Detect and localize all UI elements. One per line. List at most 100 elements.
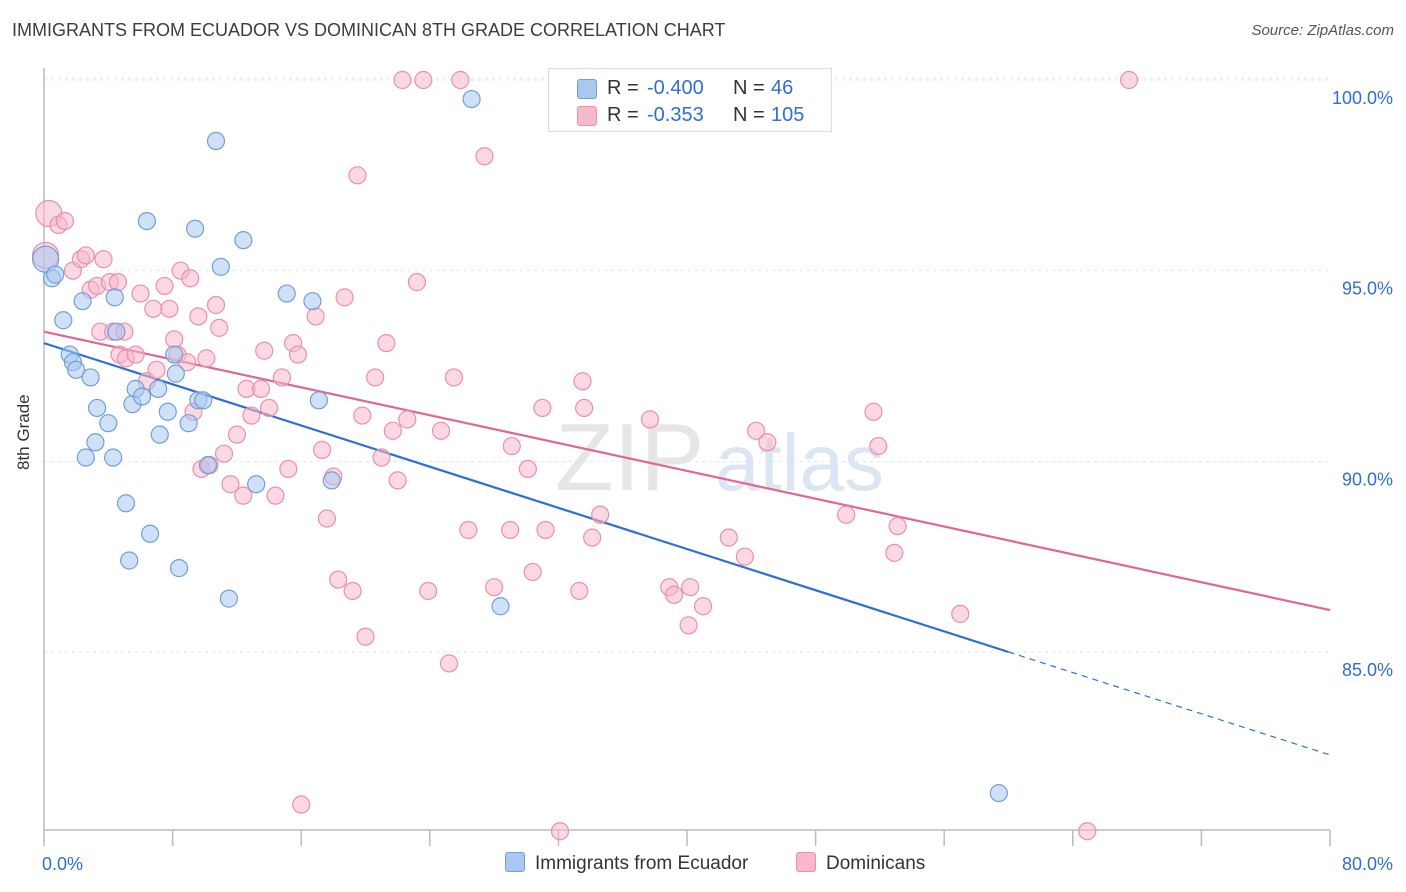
data-point bbox=[322, 471, 341, 490]
watermark: ZIP atlas bbox=[555, 404, 884, 511]
legend-r-label: R = bbox=[607, 104, 639, 126]
y-tick-label: 90.0% bbox=[1342, 469, 1393, 489]
data-point bbox=[414, 70, 433, 90]
data-point bbox=[885, 543, 904, 562]
legend-r-value: -0.400 bbox=[647, 77, 704, 99]
tick-labels: 85.0% 90.0% 95.0% 100.0% 0.0% 80.0% bbox=[42, 88, 1393, 874]
data-point bbox=[431, 421, 451, 440]
trend-lines bbox=[43, 330, 1331, 756]
y-tick-label: 100.0% bbox=[1332, 88, 1393, 108]
data-point bbox=[131, 284, 150, 303]
data-point bbox=[272, 368, 292, 387]
data-point bbox=[348, 166, 367, 185]
bottom-legend-swatch-ecuador bbox=[505, 852, 525, 872]
data-point bbox=[255, 341, 274, 360]
data-point bbox=[679, 616, 698, 635]
data-point bbox=[292, 795, 311, 814]
data-point bbox=[693, 597, 713, 616]
data-point bbox=[1078, 822, 1097, 841]
data-point bbox=[501, 520, 520, 540]
data-point bbox=[288, 345, 308, 364]
data-point bbox=[87, 398, 107, 418]
data-point bbox=[166, 364, 185, 383]
data-point bbox=[219, 589, 238, 608]
data-point bbox=[104, 448, 123, 467]
data-point bbox=[227, 425, 246, 444]
data-point bbox=[76, 246, 95, 265]
data-point bbox=[86, 433, 105, 452]
data-point bbox=[353, 406, 372, 425]
data-point bbox=[837, 505, 856, 524]
data-point bbox=[76, 448, 95, 467]
x-tick-label: 0.0% bbox=[42, 854, 83, 874]
legend-r-label: R = bbox=[607, 77, 639, 99]
data-point bbox=[419, 581, 438, 601]
data-point bbox=[439, 654, 459, 673]
data-point bbox=[198, 456, 218, 475]
legend-n-value: 46 bbox=[771, 77, 794, 99]
data-point bbox=[165, 345, 184, 364]
data-point bbox=[206, 131, 226, 151]
data-point bbox=[266, 486, 285, 505]
data-point bbox=[462, 89, 481, 109]
data-point bbox=[573, 372, 592, 391]
data-point bbox=[46, 265, 65, 284]
legend: R = -0.400 N = 46 R = -0.353 N = 105 bbox=[548, 68, 832, 132]
source-label: Source: ZipAtlas.com bbox=[1251, 22, 1394, 39]
data-point bbox=[329, 570, 348, 589]
data-point bbox=[444, 368, 464, 387]
data-point bbox=[312, 440, 332, 459]
data-point bbox=[356, 627, 375, 646]
data-point bbox=[989, 783, 1008, 803]
data-point bbox=[335, 288, 354, 307]
data-point bbox=[116, 494, 136, 513]
legend-n-label: N = bbox=[733, 104, 765, 126]
grid bbox=[44, 77, 1330, 653]
data-point bbox=[303, 292, 322, 311]
data-point bbox=[179, 414, 198, 433]
data-point bbox=[570, 581, 589, 601]
legend-swatch-ecuador bbox=[577, 79, 597, 99]
data-point bbox=[150, 425, 169, 444]
data-point bbox=[550, 822, 570, 841]
data-point bbox=[234, 231, 253, 250]
bottom-legend-label: Immigrants from Ecuador bbox=[535, 853, 749, 874]
data-point bbox=[575, 398, 594, 418]
data-point bbox=[451, 70, 470, 90]
data-point bbox=[869, 436, 888, 456]
data-point bbox=[459, 520, 478, 540]
data-point bbox=[398, 410, 417, 429]
data-point bbox=[388, 471, 407, 490]
data-point bbox=[719, 528, 738, 547]
data-point bbox=[864, 402, 883, 421]
data-point bbox=[502, 436, 521, 456]
legend-r-value: -0.353 bbox=[647, 104, 704, 126]
data-point bbox=[137, 211, 156, 231]
data-point bbox=[591, 505, 610, 524]
data-point bbox=[485, 578, 504, 597]
legend-n-value: 105 bbox=[771, 104, 805, 126]
data-point bbox=[251, 379, 271, 398]
data-point bbox=[126, 345, 145, 364]
data-point bbox=[189, 307, 208, 326]
y-tick-label: 85.0% bbox=[1342, 660, 1393, 680]
data-point bbox=[372, 448, 391, 467]
data-point bbox=[309, 391, 328, 410]
data-point bbox=[277, 284, 296, 303]
legend-swatch-dominicans bbox=[577, 106, 597, 126]
bottom-legend-swatch-dominicans bbox=[796, 852, 816, 872]
data-point bbox=[132, 387, 152, 406]
data-point bbox=[407, 273, 427, 292]
data-point bbox=[247, 475, 266, 494]
data-point bbox=[194, 391, 213, 410]
data-point bbox=[94, 250, 113, 269]
data-point bbox=[583, 528, 602, 547]
data-point bbox=[758, 433, 777, 452]
data-point bbox=[393, 70, 412, 90]
data-point bbox=[242, 406, 261, 425]
data-point bbox=[317, 509, 337, 528]
data-point bbox=[306, 307, 325, 326]
data-point bbox=[234, 486, 253, 505]
data-point bbox=[221, 475, 240, 494]
